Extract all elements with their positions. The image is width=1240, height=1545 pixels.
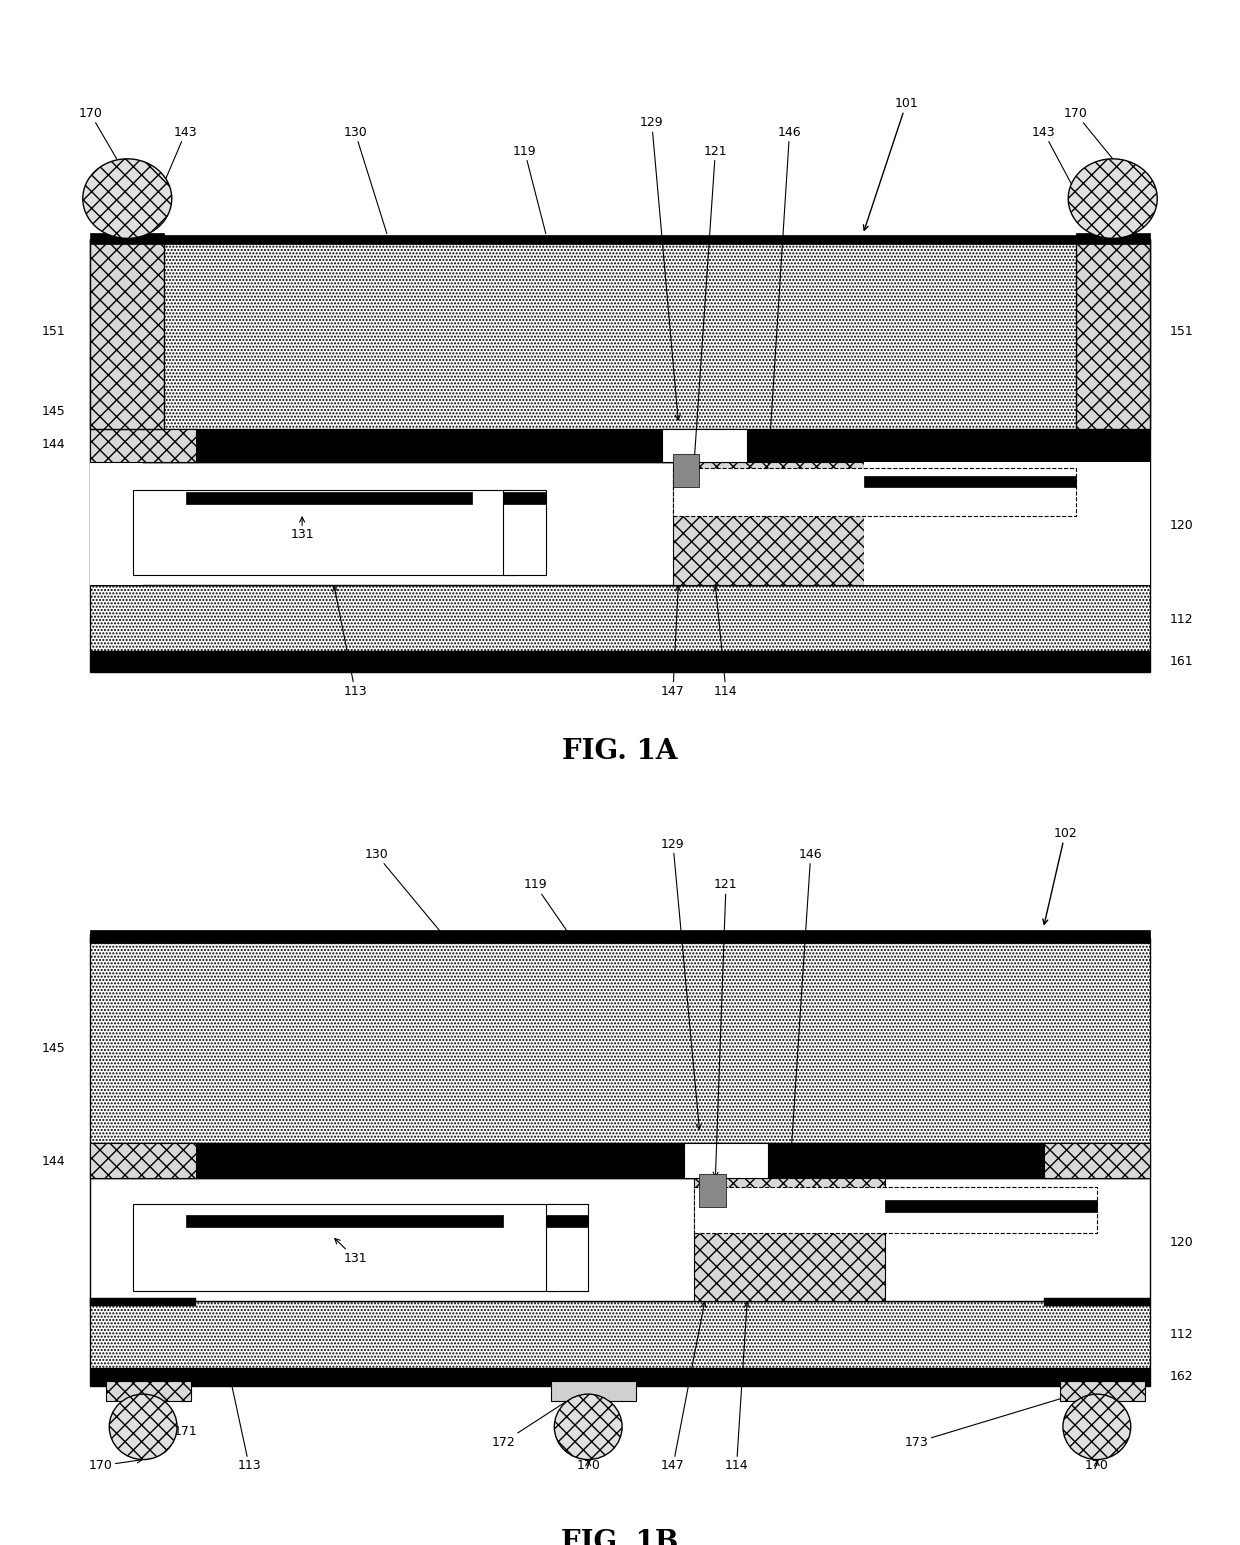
Bar: [91, 239, 1149, 428]
Bar: [91, 428, 196, 462]
Text: 101: 101: [863, 97, 918, 230]
Bar: [91, 586, 1149, 652]
Bar: [186, 493, 471, 504]
Text: 130: 130: [343, 125, 387, 233]
Text: 171: 171: [143, 1394, 197, 1438]
Bar: [91, 652, 1149, 672]
Text: 146: 146: [769, 125, 801, 464]
Text: 161: 161: [1169, 655, 1193, 667]
Circle shape: [1063, 1394, 1131, 1460]
Text: 173: 173: [905, 1394, 1075, 1449]
Bar: [673, 454, 699, 487]
Bar: [503, 490, 546, 575]
Bar: [186, 1216, 503, 1227]
Text: 130: 130: [365, 848, 440, 932]
Text: 121: 121: [692, 145, 727, 460]
Text: 129: 129: [661, 837, 702, 1129]
Bar: [864, 462, 1097, 586]
Bar: [864, 476, 1075, 487]
Text: 147: 147: [661, 586, 684, 697]
Text: 147: 147: [661, 1302, 706, 1472]
Text: 170: 170: [1085, 1458, 1109, 1472]
Bar: [546, 1216, 588, 1227]
Text: 162: 162: [1169, 1370, 1193, 1383]
Text: 113: 113: [332, 586, 367, 697]
Bar: [91, 935, 1149, 944]
Text: 144: 144: [41, 1154, 64, 1168]
Bar: [91, 239, 165, 428]
Bar: [91, 938, 1149, 1143]
Bar: [91, 1298, 196, 1306]
Text: 121: 121: [713, 879, 738, 1177]
Bar: [1075, 239, 1149, 428]
Circle shape: [1068, 159, 1157, 238]
Text: 102: 102: [1043, 827, 1076, 924]
Bar: [1044, 1298, 1149, 1306]
Circle shape: [109, 1394, 177, 1460]
Bar: [133, 490, 515, 575]
Text: 151: 151: [41, 324, 64, 338]
Bar: [91, 462, 143, 586]
Bar: [107, 1381, 191, 1401]
Text: 120: 120: [1169, 1236, 1193, 1250]
Text: 143: 143: [1032, 125, 1097, 232]
Bar: [91, 428, 1149, 462]
Bar: [699, 1174, 725, 1207]
Text: 170: 170: [89, 1458, 141, 1472]
Text: 119: 119: [513, 145, 546, 233]
Text: 146: 146: [790, 848, 822, 1176]
Bar: [546, 1204, 588, 1292]
Text: 129: 129: [640, 116, 681, 420]
Bar: [91, 1301, 1149, 1367]
Bar: [1060, 1381, 1145, 1401]
Bar: [133, 1204, 557, 1292]
Text: 119: 119: [523, 879, 567, 932]
Bar: [694, 1179, 885, 1301]
Text: 145: 145: [41, 405, 64, 419]
Bar: [1097, 462, 1149, 586]
Text: 113: 113: [227, 1369, 260, 1472]
Text: 131: 131: [290, 518, 314, 541]
Text: 114: 114: [724, 1302, 749, 1472]
Text: 151: 151: [1169, 324, 1193, 338]
Bar: [91, 462, 1149, 586]
Text: 170: 170: [78, 107, 117, 159]
Bar: [1075, 233, 1149, 244]
Text: 144: 144: [41, 439, 64, 451]
Text: 170: 170: [1064, 107, 1112, 159]
Bar: [91, 1179, 1149, 1301]
Bar: [91, 1367, 1149, 1386]
Circle shape: [83, 159, 172, 238]
Text: 114: 114: [713, 586, 738, 697]
Bar: [91, 1143, 1149, 1179]
Bar: [683, 1143, 769, 1179]
Bar: [662, 428, 748, 462]
Bar: [694, 1187, 1097, 1233]
Bar: [503, 493, 546, 504]
Text: 170: 170: [577, 1458, 600, 1472]
Bar: [673, 468, 1075, 516]
Bar: [673, 462, 864, 586]
Text: 120: 120: [1169, 519, 1193, 531]
Bar: [91, 1143, 196, 1179]
Bar: [1044, 1143, 1149, 1179]
Bar: [91, 233, 165, 244]
Text: 112: 112: [1169, 613, 1193, 626]
Bar: [95, 468, 128, 582]
Bar: [91, 930, 1149, 944]
Bar: [885, 1200, 1097, 1213]
Bar: [551, 1381, 636, 1401]
Text: 143: 143: [143, 125, 197, 232]
Text: 131: 131: [335, 1239, 367, 1265]
Text: 112: 112: [1169, 1329, 1193, 1341]
Text: 145: 145: [41, 1041, 64, 1055]
Circle shape: [554, 1394, 622, 1460]
Text: 172: 172: [491, 1394, 578, 1449]
Text: FIG. 1B: FIG. 1B: [562, 1530, 678, 1545]
Bar: [165, 235, 1075, 244]
Text: FIG. 1A: FIG. 1A: [562, 739, 678, 765]
